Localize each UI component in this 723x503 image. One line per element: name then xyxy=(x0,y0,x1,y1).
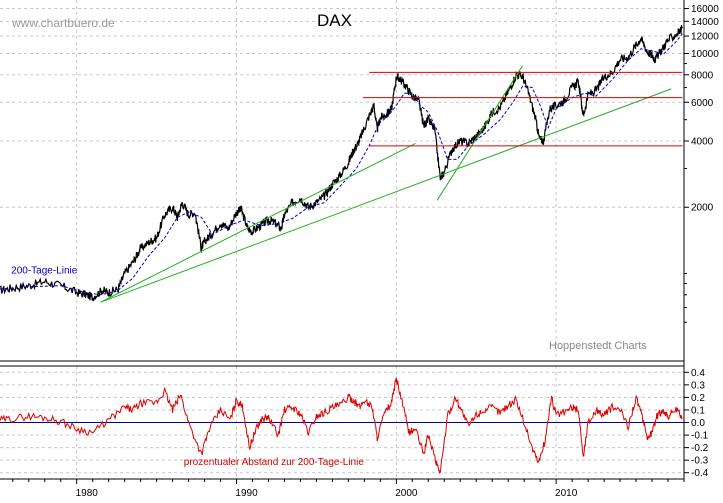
series-trendlinie-c xyxy=(436,65,524,201)
main-y-tick-label: 12000 xyxy=(691,32,719,43)
annotation-label: prozentualer Abstand zur 200-Tage-Linie xyxy=(184,457,365,468)
series-200-tage-linie xyxy=(0,33,683,296)
oscillator-y-tick-label: 0.3 xyxy=(691,380,705,391)
main-grid xyxy=(0,0,684,361)
credit-label: Hoppenstedt Charts xyxy=(549,340,647,352)
x-ticks: 1980 1990 2000 2010 xyxy=(12,479,685,499)
main-series xyxy=(0,24,683,303)
annotation-label: 200-Tage-Linie xyxy=(11,265,78,276)
watermark: www.chartbuero.de xyxy=(11,16,115,30)
series-trendlinie-a xyxy=(100,142,416,303)
oscillator-grid xyxy=(0,366,684,479)
main-y-ticks: 2000 4000 6000 8000 10000 12000 14000 16000 xyxy=(684,4,719,323)
oscillator-y-tick-label: 0.0 xyxy=(691,418,705,429)
main-y-tick-label: 4000 xyxy=(691,137,714,148)
oscillator-series xyxy=(0,377,683,474)
series-dax xyxy=(0,24,683,302)
series-trendlinie-b xyxy=(100,88,672,303)
oscillator-y-ticks: 0.40.3 0.20.1 0.0 -0.1-0.2 -0.3-0.4 xyxy=(684,368,709,479)
x-tick-label: 1990 xyxy=(235,488,258,499)
main-y-tick-label: 14000 xyxy=(691,17,719,28)
oscillator-y-tick-label: -0.4 xyxy=(691,468,709,479)
oscillator-y-tick-label: -0.1 xyxy=(691,431,709,442)
x-tick-label: 2010 xyxy=(555,488,578,499)
main-y-tick-label: 6000 xyxy=(691,98,714,109)
annotations: 200-Tage-Linie prozentualer Abstand zur 2… xyxy=(11,265,364,468)
x-tick-label: 1980 xyxy=(76,488,99,499)
oscillator-y-tick-label: 0.1 xyxy=(691,405,705,416)
x-tick-label: 2000 xyxy=(395,488,418,499)
oscillator-y-tick-label: 0.2 xyxy=(691,393,705,404)
main-y-tick-label: 10000 xyxy=(691,49,719,60)
oscillator-y-tick-label: -0.2 xyxy=(691,443,709,454)
oscillator-y-tick-label: -0.3 xyxy=(691,456,709,467)
series-abstand xyxy=(0,377,683,474)
chart-title: DAX xyxy=(317,11,352,30)
oscillator-y-tick-label: 0.4 xyxy=(691,368,705,379)
main-y-tick-label: 2000 xyxy=(691,203,714,214)
main-y-tick-label: 16000 xyxy=(691,4,719,15)
main-y-tick-label: 8000 xyxy=(691,70,714,81)
